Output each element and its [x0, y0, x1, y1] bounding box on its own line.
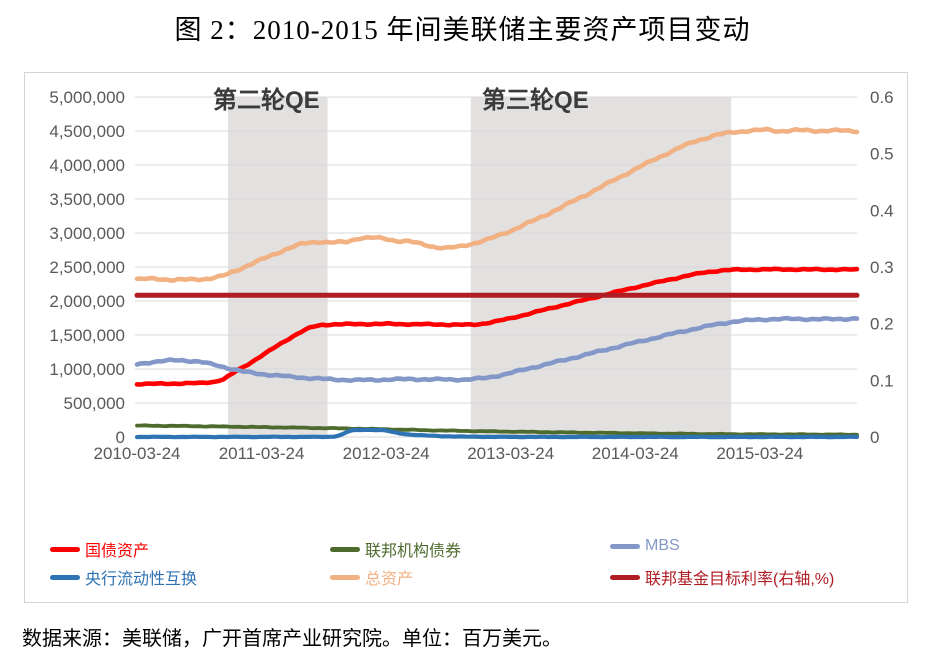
y-left-tick-label: 4,000,000: [49, 156, 125, 175]
x-tick-label: 2014-03-24: [592, 444, 679, 463]
y-right-tick-label: 0.5: [870, 145, 894, 164]
y-left-tick-label: 5,000,000: [49, 88, 125, 107]
y-right-tick-label: 0: [870, 428, 879, 447]
y-left-tick-label: 2,000,000: [49, 292, 125, 311]
y-left-tick-label: 500,000: [64, 394, 125, 413]
series-line-total-assets: [134, 126, 860, 283]
y-left-tick-label: 3,000,000: [49, 224, 125, 243]
series-line-mbs: [134, 315, 860, 383]
y-left-tick-label: 3,500,000: [49, 190, 125, 209]
y-left-tick-label: 4,500,000: [49, 122, 125, 141]
y-left-tick-label: 1,500,000: [49, 326, 125, 345]
y-right-tick-label: 0.3: [870, 258, 894, 277]
x-tick-label: 2015-03-24: [716, 444, 803, 463]
chart-title: 图 2：2010-2015 年间美联储主要资产项目变动: [174, 15, 751, 45]
y-left-tick-label: 2,500,000: [49, 258, 125, 277]
x-tick-label: 2012-03-24: [343, 444, 430, 463]
y-left-tick-label: 1,000,000: [49, 360, 125, 379]
data-source-note: 数据来源：美联储，广开首席产业研究院。单位：百万美元。: [22, 628, 562, 650]
y-left-tick-label: 0: [116, 428, 125, 447]
qe-region-label-1: 第二轮QE: [213, 86, 320, 114]
chart-container: 0 500,000 1,000,000 1,500,000 2,000,000 2,500…: [24, 72, 908, 603]
line-chart-plot: 0 500,000 1,000,000 1,500,000 2,000,000 2,500…: [49, 86, 894, 463]
series-line-liquidity-swaps: [134, 427, 860, 440]
series-line-agency-bonds: [135, 423, 859, 437]
y-right-tick-label: 0.1: [870, 371, 894, 390]
y-right-tick-label: 0.4: [870, 201, 894, 220]
x-tick-label: 2011-03-24: [219, 444, 305, 463]
x-tick-label: 2010-03-24: [94, 444, 181, 463]
qe-region-label-2: 第三轮QE: [482, 86, 589, 114]
y-right-tick-label: 0.6: [870, 88, 894, 107]
x-tick-label: 2013-03-24: [467, 444, 554, 463]
series-line-treasury-assets: [134, 266, 860, 387]
y-right-tick-label: 0.2: [870, 315, 894, 334]
